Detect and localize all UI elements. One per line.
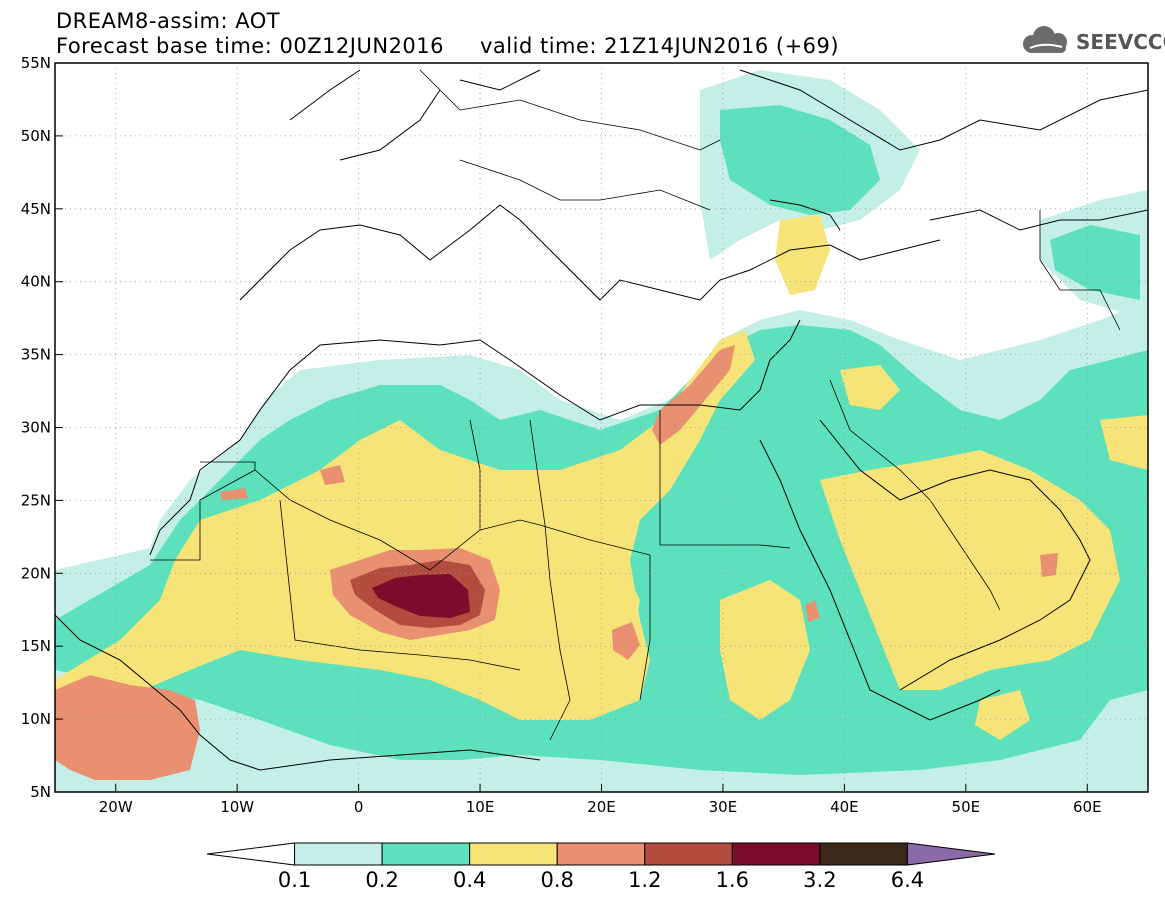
colorbar-level-label: 0.8	[541, 868, 574, 892]
lat-tick-label: 5N	[30, 783, 51, 801]
lon-tick-label: 20W	[99, 798, 133, 816]
lat-tick-label: 30N	[21, 419, 51, 437]
lat-tick-label: 25N	[21, 491, 51, 509]
lat-tick-label: 10N	[21, 710, 51, 728]
colorbar-swatch	[645, 843, 733, 865]
lat-tick-label: 20N	[21, 564, 51, 582]
colorbar-swatch	[820, 843, 908, 865]
colorbar-swatch	[382, 843, 470, 865]
colorbar-level-label: 0.4	[453, 868, 486, 892]
colorbar-swatch	[557, 843, 645, 865]
colorbar-level-label: 0.1	[278, 868, 311, 892]
lon-tick-label: 60E	[1073, 798, 1102, 816]
lon-tick-label: 10E	[466, 798, 495, 816]
lon-tick-label: 50E	[952, 798, 981, 816]
lat-tick-label: 50N	[21, 127, 51, 145]
lon-tick-label: 0	[354, 798, 364, 816]
colorbar-level-label: 0.2	[365, 868, 398, 892]
colorbar-level-label: 3.2	[803, 868, 836, 892]
lat-tick-label: 40N	[21, 273, 51, 291]
colorbar-level-label: 1.2	[628, 868, 661, 892]
lat-tick-label: 15N	[21, 637, 51, 655]
colorbar-swatch	[732, 843, 820, 865]
colorbar-low-triangle	[207, 843, 295, 865]
colorbar-level-label: 1.6	[716, 868, 749, 892]
lon-tick-label: 30E	[709, 798, 738, 816]
lon-tick-label: 10W	[220, 798, 254, 816]
colorbar-high-triangle	[907, 843, 995, 865]
lat-tick-label: 35N	[21, 346, 51, 364]
lon-tick-label: 40E	[830, 798, 859, 816]
lat-tick-label: 45N	[21, 200, 51, 218]
colorbar-swatch	[470, 843, 558, 865]
lon-tick-label: 20E	[587, 798, 616, 816]
colorbar-level-label: 6.4	[891, 868, 924, 892]
lat-tick-label: 55N	[21, 54, 51, 72]
colorbar: 0.1 0.2 0.4 0.8 1.2 1.6 3.2 6.4	[207, 843, 995, 892]
colorbar-swatch	[295, 843, 383, 865]
